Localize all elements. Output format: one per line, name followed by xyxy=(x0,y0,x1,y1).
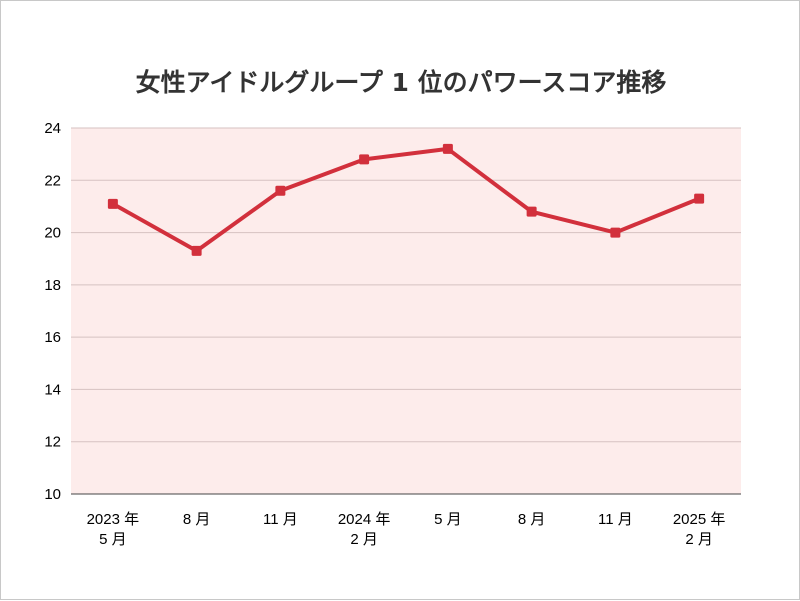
y-tick-label: 24 xyxy=(44,120,61,137)
data-point xyxy=(526,206,537,217)
y-axis-labels: 10 12 14 16 18 20 22 24 xyxy=(44,120,61,503)
y-tick-label: 18 xyxy=(44,277,61,294)
x-tick-label: 2 月 xyxy=(350,531,378,548)
data-point xyxy=(359,154,370,165)
plot-area xyxy=(71,128,741,494)
data-point xyxy=(191,245,202,256)
y-tick-label: 10 xyxy=(44,486,61,503)
x-axis-labels: 2023 年 5 月 8 月 11 月 2024 年 2 月 5 月 8 月 11 月 2025 … xyxy=(87,511,726,548)
x-tick-label: 8 月 xyxy=(183,511,211,528)
series-line xyxy=(111,146,700,253)
data-point xyxy=(275,185,286,196)
x-tick-label: 11 月 xyxy=(263,511,298,528)
data-point xyxy=(442,143,453,154)
x-tick-label: 2024 年 xyxy=(338,511,391,528)
x-tick-label: 11 月 xyxy=(598,511,633,528)
grid-lines xyxy=(71,127,741,495)
x-tick-label: 5 月 xyxy=(434,511,462,528)
chart-title: 女性アイドルグループ 1 位のパワースコア推移 xyxy=(136,68,667,97)
series xyxy=(107,143,705,256)
y-tick-label: 12 xyxy=(44,434,61,451)
x-tick-label: 8 月 xyxy=(518,511,546,528)
data-point xyxy=(107,198,118,209)
y-tick-label: 22 xyxy=(44,172,61,189)
data-point xyxy=(610,227,621,238)
data-point xyxy=(694,193,705,204)
x-tick-label: 5 月 xyxy=(99,531,127,548)
x-tick-label: 2025 年 xyxy=(673,511,726,528)
y-tick-label: 20 xyxy=(44,225,61,242)
y-tick-label: 14 xyxy=(44,381,61,398)
x-tick-label: 2 月 xyxy=(685,531,713,548)
x-tick-label: 2023 年 xyxy=(87,511,140,528)
y-tick-label: 16 xyxy=(44,329,61,346)
